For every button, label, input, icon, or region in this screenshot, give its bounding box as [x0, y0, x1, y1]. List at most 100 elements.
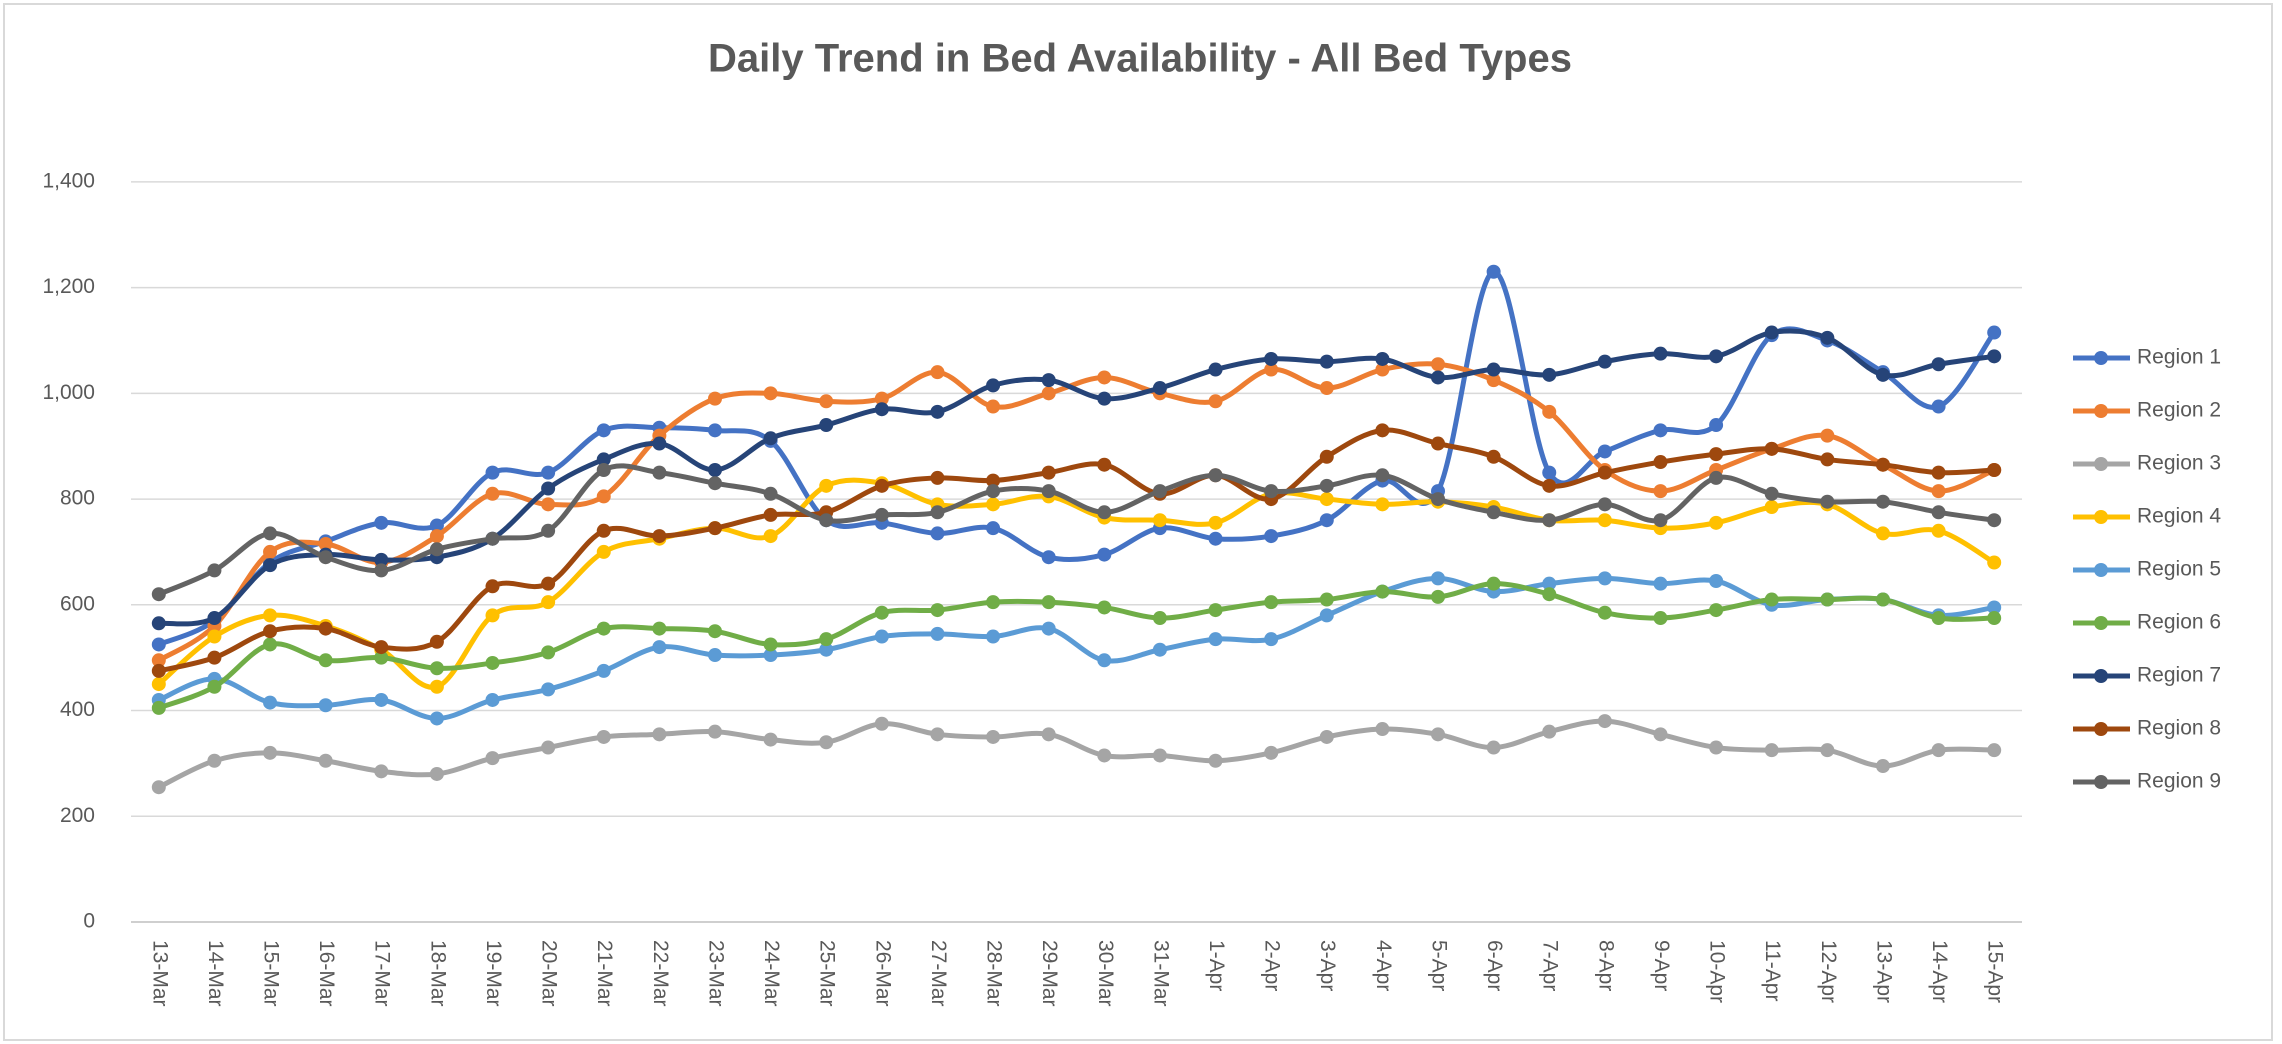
data-point [1987, 600, 2002, 615]
data-point [541, 682, 556, 697]
series-line [158, 427, 1995, 674]
y-tick-label: 1,200 [42, 275, 95, 298]
data-point [1041, 621, 1056, 636]
data-point [1375, 584, 1390, 599]
data-point [819, 513, 834, 528]
data-point [1542, 587, 1557, 602]
data-point [541, 645, 556, 660]
x-tick-label: 14-Mar [204, 940, 227, 1007]
data-point [1764, 325, 1779, 340]
data-point [1264, 595, 1279, 610]
x-tick-label: 10-Apr [1706, 940, 1729, 1003]
x-tick-label: 25-Mar [816, 940, 839, 1007]
legend-marker [2094, 616, 2108, 630]
data-point [707, 724, 722, 739]
data-point [1597, 571, 1612, 586]
data-point [1820, 743, 1835, 758]
data-point [596, 489, 611, 504]
y-tick-label: 1,400 [42, 169, 95, 192]
data-point [263, 624, 278, 639]
data-point [318, 550, 333, 565]
data-point [1375, 423, 1390, 438]
data-point [541, 576, 556, 591]
data-point [541, 523, 556, 538]
data-point [429, 766, 444, 781]
data-point [819, 735, 834, 750]
data-point [541, 740, 556, 755]
data-point [318, 537, 333, 552]
x-tick-label: 18-Mar [426, 940, 449, 1007]
data-point [1987, 555, 2002, 570]
data-point [1987, 462, 2002, 477]
data-point [1820, 494, 1835, 509]
data-point [652, 529, 667, 544]
data-point [485, 751, 500, 766]
x-tick-label: 9-Apr [1650, 940, 1673, 991]
data-point [1653, 484, 1668, 499]
series-line [157, 581, 1995, 711]
legend-label: Region 5 [2137, 558, 2221, 581]
data-point [1264, 484, 1279, 499]
x-tick-label: 15-Mar [259, 940, 282, 1007]
data-point [1319, 592, 1334, 607]
legend-marker [2094, 722, 2108, 736]
x-tick-label: 14-Apr [1928, 940, 1951, 1003]
data-point [986, 729, 1001, 744]
y-tick-label: 600 [60, 592, 95, 615]
x-tick-label: 8-Apr [1594, 940, 1617, 991]
data-point [652, 727, 667, 742]
data-point [1097, 370, 1112, 385]
data-point [652, 621, 667, 636]
legend-marker [2094, 563, 2108, 577]
data-point [1152, 381, 1167, 396]
data-point [1931, 743, 1946, 758]
data-point [1931, 505, 1946, 520]
x-tick-label: 30-Mar [1094, 940, 1117, 1007]
data-point [1653, 513, 1668, 528]
data-point [1208, 362, 1223, 377]
data-point [596, 544, 611, 559]
data-point [207, 629, 222, 644]
data-point [930, 626, 945, 641]
data-point [1542, 404, 1557, 419]
data-point [707, 462, 722, 477]
data-point [1431, 571, 1446, 586]
legend-label: Region 1 [2137, 346, 2221, 369]
data-point [874, 716, 889, 731]
data-point [541, 595, 556, 610]
data-point [819, 642, 834, 657]
x-tick-label: 19-Mar [482, 940, 505, 1007]
data-point [1597, 444, 1612, 459]
x-tick-label: 16-Mar [315, 940, 338, 1007]
data-point [930, 727, 945, 742]
data-point [541, 481, 556, 496]
data-point [1152, 611, 1167, 626]
data-point [318, 753, 333, 768]
data-point [986, 484, 1001, 499]
data-point [1709, 447, 1724, 462]
x-tick-label: 28-Mar [983, 940, 1006, 1007]
data-point [1319, 354, 1334, 369]
data-point [1486, 576, 1501, 591]
x-tick-label: 21-Mar [593, 940, 616, 1007]
data-point [986, 497, 1001, 512]
data-point [1820, 428, 1835, 443]
data-point [1208, 531, 1223, 546]
data-point [874, 478, 889, 493]
data-point [207, 650, 222, 665]
data-point [1319, 478, 1334, 493]
data-point [1431, 436, 1446, 451]
data-point [986, 378, 1001, 393]
data-point [374, 515, 389, 530]
data-point [1431, 370, 1446, 385]
data-point [429, 518, 444, 533]
legend-label: Region 4 [2137, 505, 2221, 528]
data-point [930, 505, 945, 520]
legend-label: Region 7 [2137, 664, 2221, 687]
data-point [1486, 505, 1501, 520]
x-tick-label: 12-Apr [1817, 940, 1840, 1003]
series-line [157, 575, 1995, 721]
data-point [1653, 455, 1668, 470]
x-tick-label: 24-Mar [760, 940, 783, 1007]
